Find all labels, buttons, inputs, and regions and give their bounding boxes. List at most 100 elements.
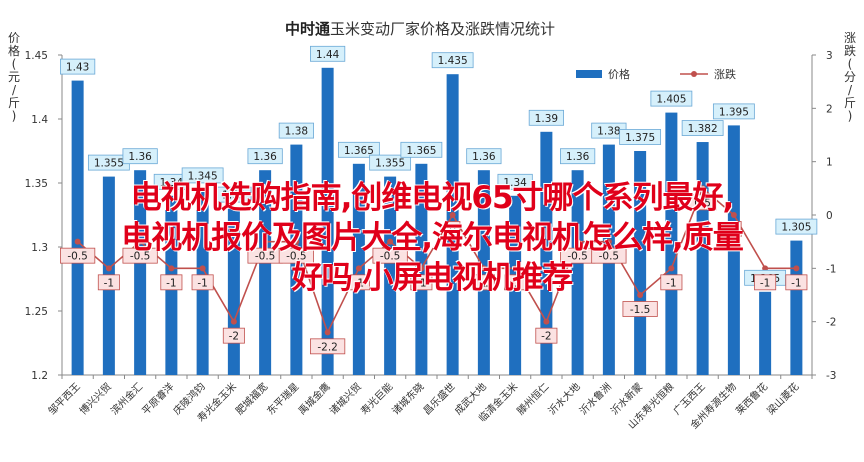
bar-value-label-bg [619,129,662,145]
y-axis-left-label-char: / [12,83,17,97]
line-point [762,265,769,272]
line-path [77,186,797,335]
y-right-tick-label: -3 [826,370,836,382]
bar-series [71,67,803,376]
y-axis-left-label-char: 斤 [8,96,20,110]
bar-value-label-bg [216,186,252,203]
line-value-label: 0 [449,224,456,236]
x-category-label: 博兴兴贸 [77,380,114,417]
line-point [262,238,269,245]
line-value-label-bg [754,274,777,291]
y-left-tick-label: 1.35 [25,178,48,190]
y-left-tick-label: 1.25 [25,306,48,318]
line-value-label-bg [660,274,683,291]
line-point [449,212,456,218]
y-axis-right-label-char: 跌 [844,43,856,58]
line-point [605,238,612,245]
line-point [637,292,644,298]
bar-value-label: 1.355 [94,158,124,170]
line-value-label-bg [372,247,408,264]
line-value-label-bg [622,301,658,317]
line-value-label-bg [410,274,433,291]
line-value-label: -0.5 [67,251,88,263]
bar-value-label-bg [122,148,158,165]
y-axis-left-label-char: 元 [8,70,20,84]
bar [790,240,803,375]
line-value-label: -1.5 [630,304,651,316]
bar [634,151,647,375]
line-value-label-bg [785,274,808,291]
y-axis-left-label-char: 格 [8,43,20,58]
y-right-tick-label: 1 [826,157,833,169]
bar-value-label: 1.365 [344,145,374,157]
x-category-label: 诸城兴贸 [327,381,364,418]
x-category-label: 昌乐盛世 [420,380,457,417]
line-value-label: -1 [791,277,801,289]
x-category-label: 邹平西王 [45,380,82,417]
line-point [324,329,331,336]
x-category-label: 沂水鲁洲 [577,380,614,417]
bar [321,67,334,376]
line-point [168,265,175,272]
line-value-label: -2 [229,331,239,343]
y-left-tick-label: 1.2 [31,370,48,382]
x-category-label: 肥城福宽 [233,380,270,417]
bar [727,125,740,376]
line-value-label: -0.5 [380,251,401,263]
bar [696,142,709,375]
line-value-label: 0.5 [694,197,711,209]
x-axis-labels: 邹平西王博兴兴贸滨州金汇平原睿洋庆陵鸿钧寿光金玉米肥城福宽东平瑞星禹城金鹰诸城兴… [45,380,801,432]
line-point [512,265,519,272]
line-point [74,238,81,245]
line-value-label-bg [444,221,461,237]
line-point [293,238,300,245]
line-value-label: -2.2 [317,341,338,353]
bar-value-label: 1.44 [316,49,340,61]
legend: 价格 涨跌 [576,67,736,81]
x-category-label: 莱西鲁花 [733,380,770,417]
y-axis-left-label-char: 价 [8,31,20,45]
line-point [230,318,237,325]
line-value-label: -1 [416,277,426,289]
bar-value-label: 1.34 [160,177,184,189]
line-value-label: -1 [354,277,364,289]
bar-value-label: 1.36 [128,151,152,163]
bar-value-label-bg [247,148,283,165]
line-value-label-bg [535,327,558,344]
y-axis-left-label: 价格(元/斤) [8,31,20,123]
line-value-label: -1 [479,277,489,289]
bar-value-label: 1.345 [188,170,218,182]
axes: 1.2 1.25 1.3 1.35 1.4 1.45 -3 -2 -1 0 1 2 3 [25,50,837,382]
chart-title: 中时通玉米变动厂家价格及涨跌情况统计 [285,20,555,38]
y-axis-right-label-char: 分 [844,70,856,84]
line-value-label-bg [160,274,183,291]
line-point [793,265,800,272]
legend-label-bar: 价格 [608,67,630,81]
bar-value-label-bg [60,58,96,75]
bar [477,170,490,375]
y-left-tick-label: 1.4 [31,114,48,126]
bar-value-label: 1.375 [625,132,655,144]
bar-value-label: 1.305 [781,222,811,234]
bar-value-label: 1.38 [285,126,308,138]
bar-value-label: 1.382 [688,123,718,135]
bar [759,291,772,375]
line-value-label: -0.5 [567,251,588,263]
legend-swatch-bar [576,70,602,78]
bar [259,170,272,375]
line-point [543,318,550,325]
y-axis-left-label-char: ( [12,57,17,71]
x-category-label: 东平瑞星 [264,380,301,417]
bar-value-label: 1.365 [406,145,436,157]
bar-value-label-bg [431,52,474,69]
bar-value-label-bg [528,109,564,126]
bar-value-label-bg [181,167,224,184]
line-point [105,265,112,272]
chart-title-brand: 中时通 [285,20,330,38]
line-point [137,238,144,245]
line-value-label-bg [191,274,214,291]
line-value-label-bg [726,221,742,237]
line-value-label: 0 [731,224,738,236]
y-right-tick-label: -2 [826,317,836,329]
